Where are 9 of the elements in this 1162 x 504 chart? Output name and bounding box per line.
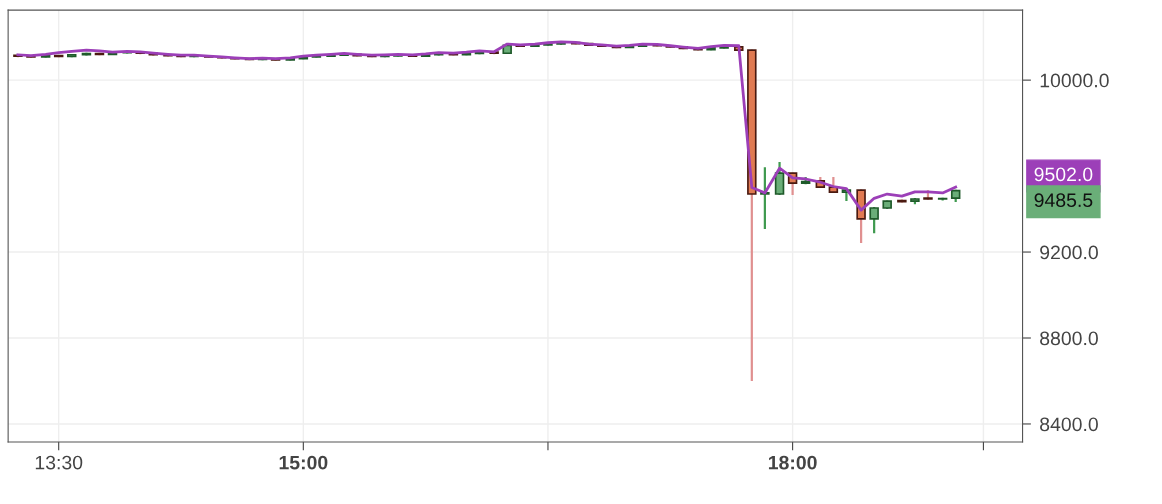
y-tick-label: 8800.0: [1040, 331, 1098, 346]
y-tick-label: 8400.0: [1040, 417, 1098, 432]
y-tick-label: 10000.0: [1040, 73, 1109, 88]
text: 9485.5: [1034, 193, 1093, 208]
x-tick-label: 18:00: [768, 455, 817, 470]
text: 9502.0: [1034, 167, 1093, 182]
y-tick-label: 9200.0: [1040, 245, 1098, 260]
x-tick-label: 13:30: [35, 455, 83, 470]
x-tick-label: 15:00: [279, 455, 328, 470]
